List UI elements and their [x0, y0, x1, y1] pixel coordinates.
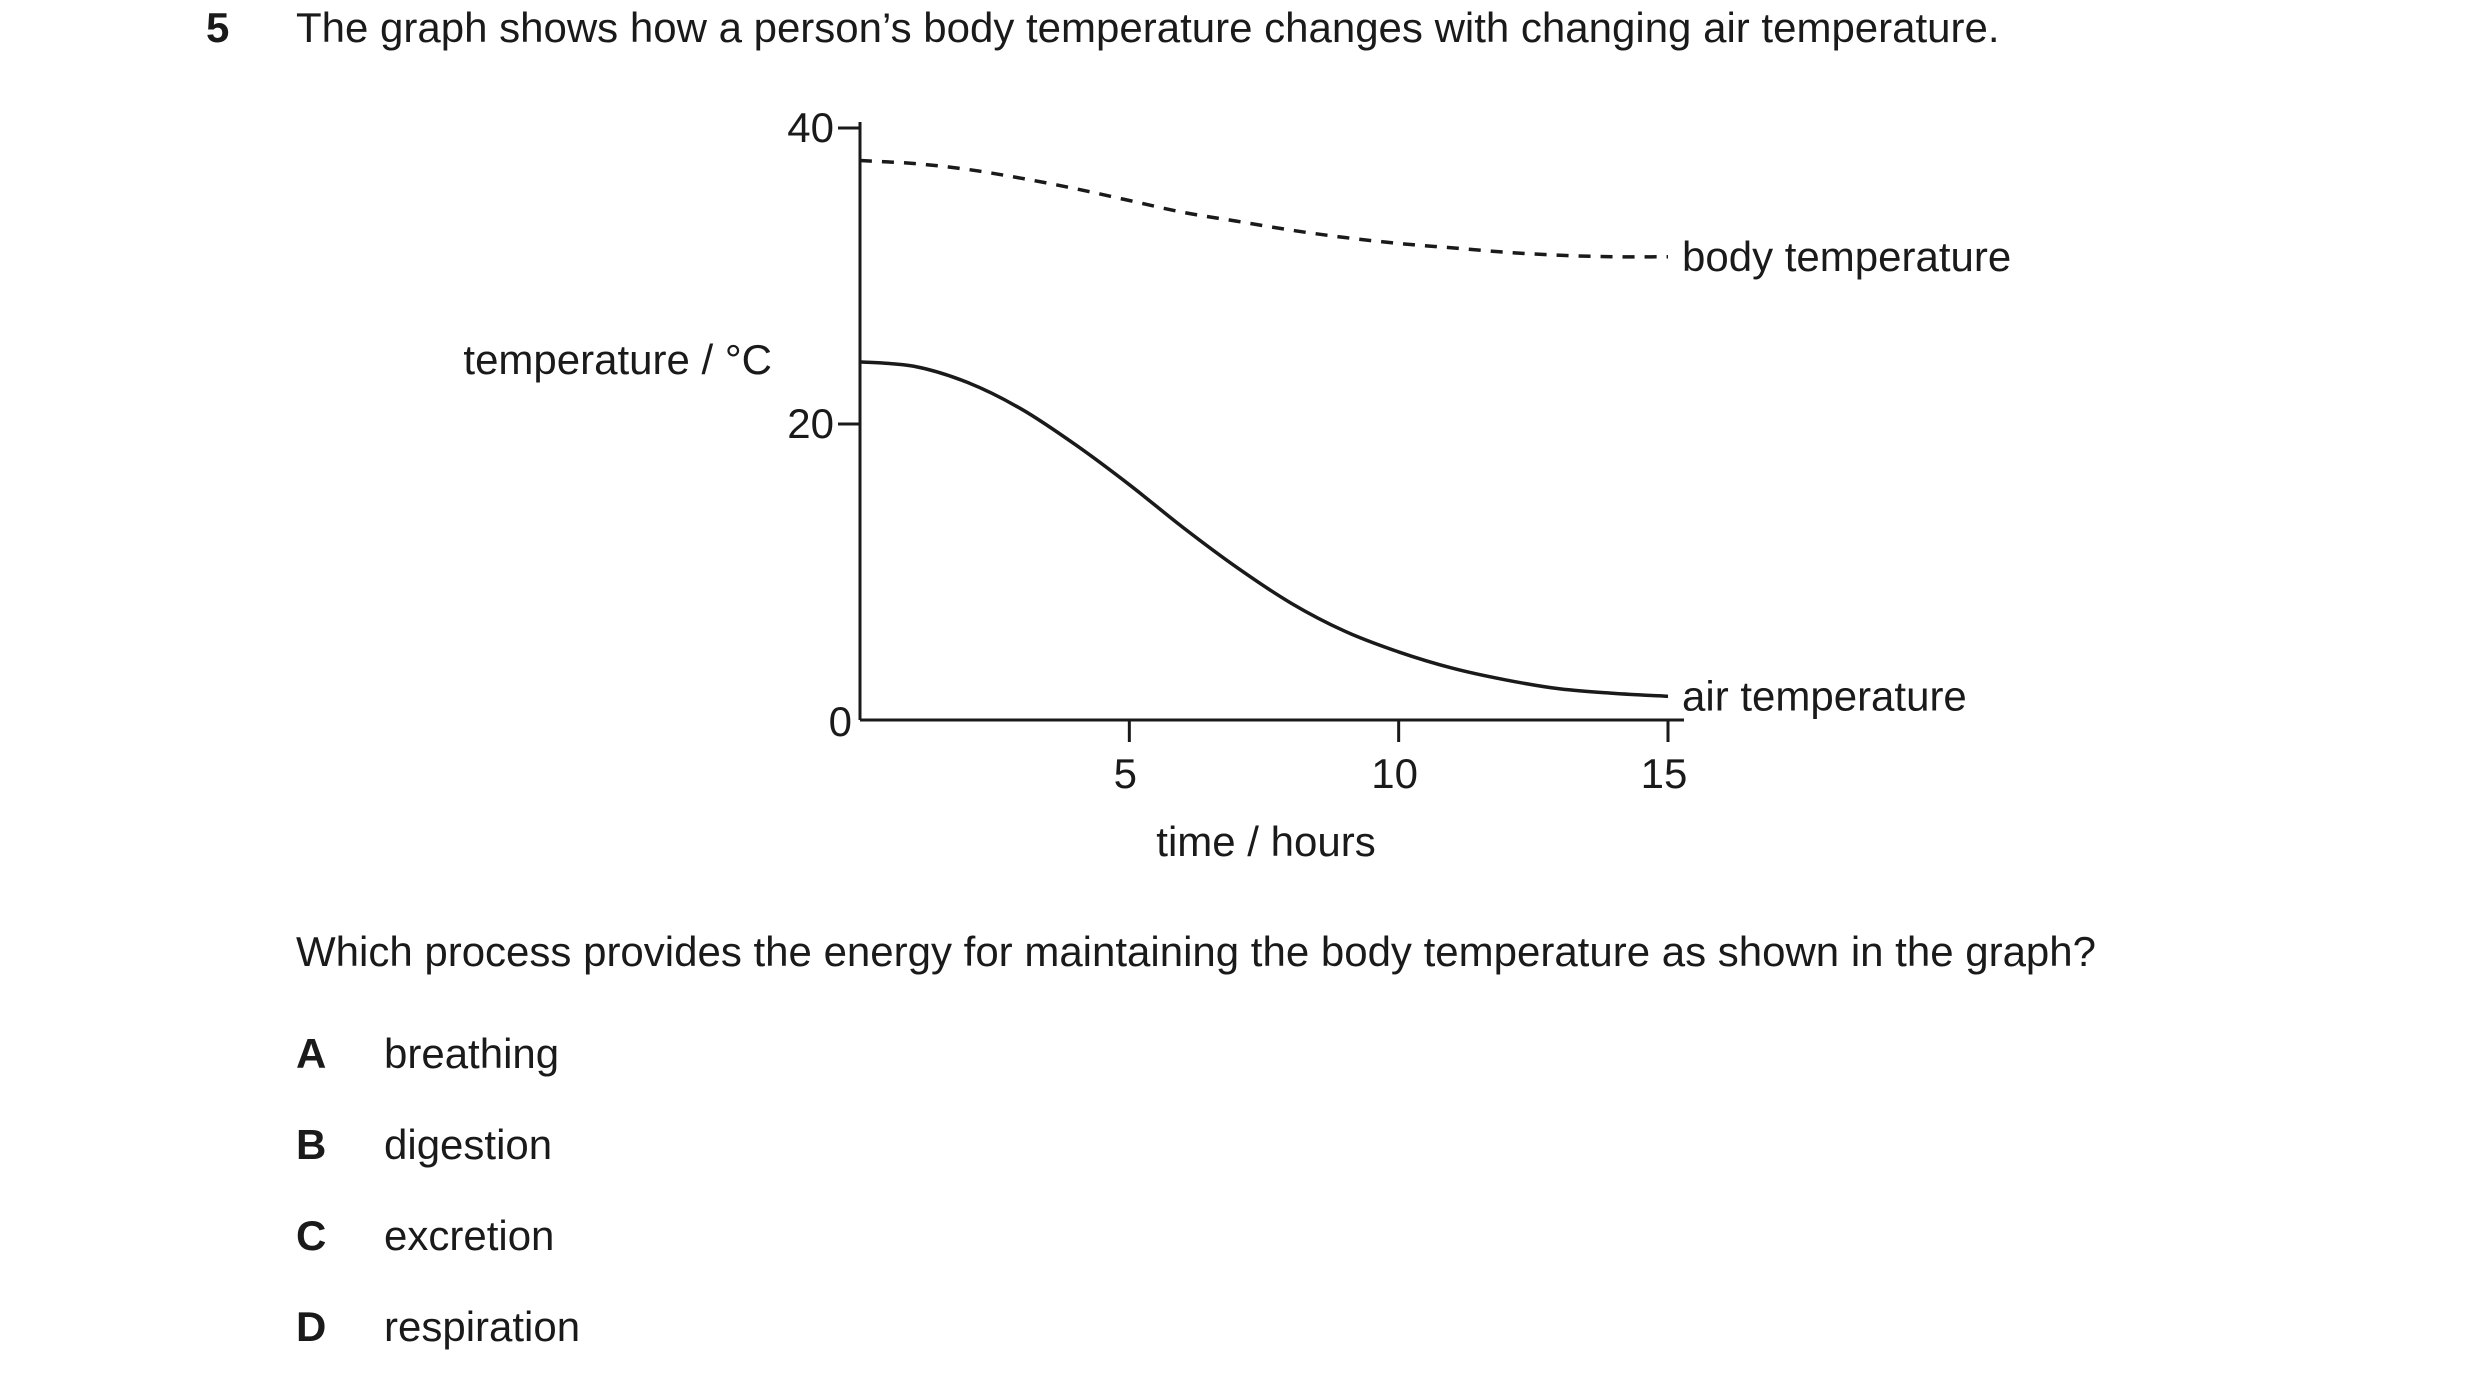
option-b-text: digestion	[384, 1121, 553, 1168]
question-prompt: Which process provides the energy for ma…	[296, 928, 2097, 975]
y-axis-label: temperature / °C	[463, 336, 772, 383]
question-stem: The graph shows how a person’s body temp…	[296, 4, 2000, 51]
air-temperature-label: air temperature	[1682, 672, 1967, 719]
chart-axes	[838, 122, 1684, 742]
body-temperature-label: body temperature	[1682, 233, 2011, 280]
x-tick-label-15: 15	[1641, 750, 1688, 797]
option-d-text: respiration	[384, 1303, 581, 1350]
x-tick-label-5: 5	[1114, 750, 1137, 797]
option-a-text: breathing	[384, 1030, 560, 1077]
y-tick-label-40: 40	[787, 104, 834, 151]
chart-labels: 0 20 40 5 10 15 temperature / °C time / hours bo…	[463, 104, 2011, 865]
x-tick-label-10: 10	[1371, 750, 1418, 797]
x-axis-label: time / hours	[1156, 818, 1375, 865]
chart-series	[859, 158, 1669, 699]
temperature-line-chart: 0 20 40 5 10 15 temperature / °C time / hours bo…	[463, 104, 2011, 865]
question-number: 5	[206, 4, 230, 51]
body-temperature-line	[859, 158, 1669, 259]
option-d-letter: D	[296, 1303, 327, 1350]
option-c-text: excretion	[384, 1212, 555, 1259]
option-b-letter: B	[296, 1121, 327, 1168]
y-tick-label-20: 20	[787, 400, 834, 447]
option-a-letter: A	[296, 1030, 327, 1077]
air-temperature-line	[859, 360, 1669, 699]
option-c-letter: C	[296, 1212, 327, 1259]
y-tick-label-0: 0	[829, 698, 852, 745]
